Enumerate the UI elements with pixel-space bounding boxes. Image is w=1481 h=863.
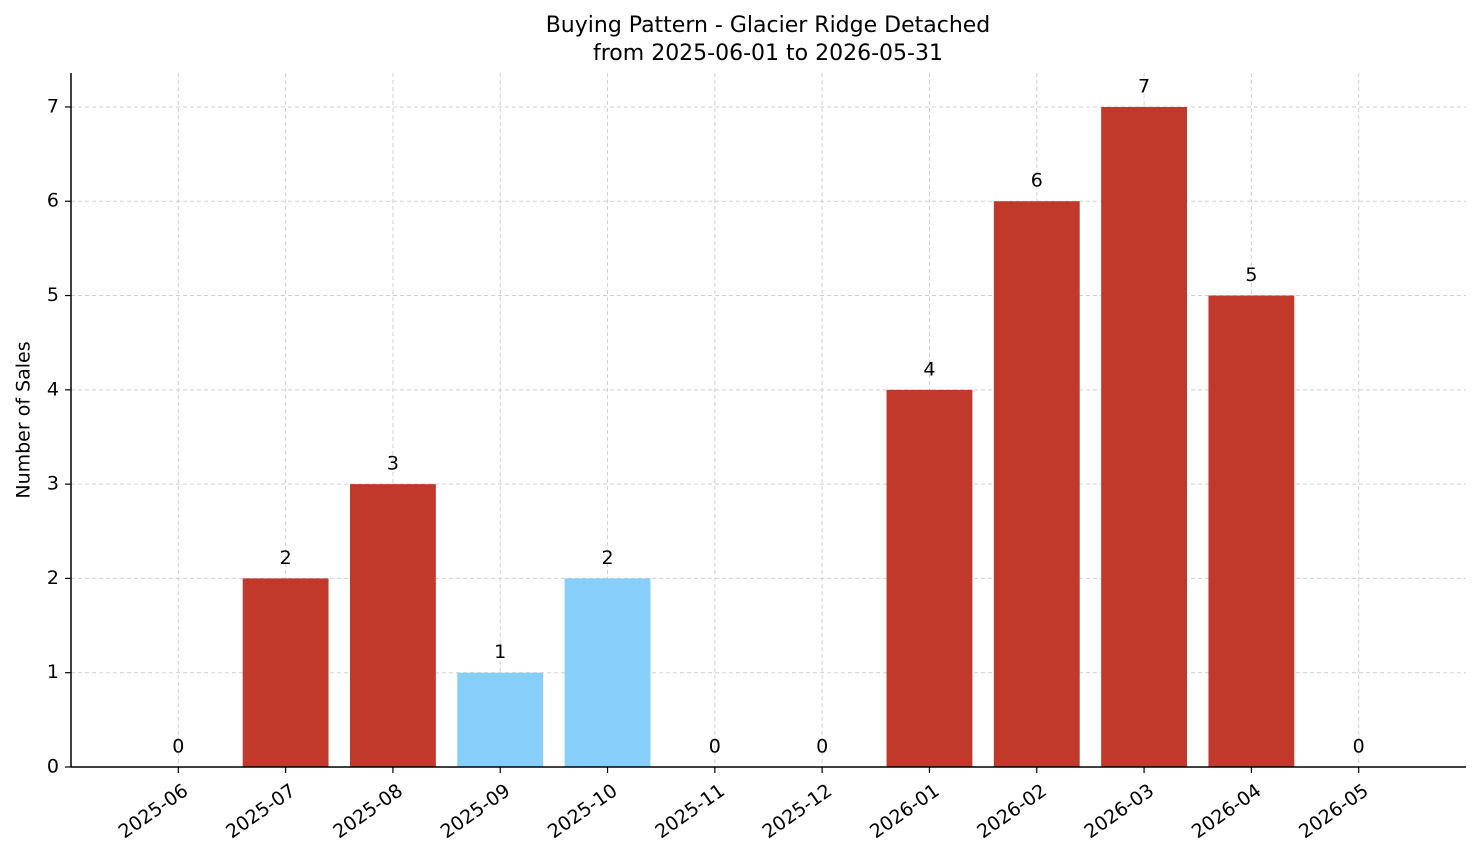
bar (1208, 295, 1295, 767)
data-label: 2 (280, 547, 292, 569)
data-label: 2 (601, 547, 613, 569)
y-tick-label: 0 (47, 756, 59, 778)
bar (993, 201, 1080, 767)
x-tick-label: 2025-06 (115, 780, 193, 844)
bar (242, 578, 329, 767)
data-label: 6 (1031, 170, 1043, 192)
y-tick-label: 1 (47, 661, 59, 683)
data-label: 3 (387, 453, 399, 475)
bar (457, 672, 544, 767)
bar (886, 389, 973, 767)
chart-subtitle: from 2025-06-01 to 2026-05-31 (593, 41, 943, 66)
data-label: 7 (1138, 75, 1150, 97)
bar (564, 578, 651, 767)
x-tick-label: 2025-07 (222, 780, 300, 844)
x-tick-label: 2026-01 (866, 780, 944, 844)
bar (350, 484, 436, 767)
data-label: 5 (1245, 264, 1257, 286)
y-tick-label: 5 (47, 284, 59, 306)
y-axis-label: Number of Sales (13, 341, 35, 498)
data-label: 4 (923, 358, 935, 380)
x-tick-label: 2026-02 (973, 780, 1051, 844)
y-tick-label: 6 (47, 190, 59, 212)
y-tick-label: 3 (47, 473, 59, 495)
y-tick-label: 7 (47, 95, 59, 117)
data-label: 0 (816, 736, 828, 758)
y-tick-label: 2 (47, 567, 59, 589)
y-tick-label: 4 (47, 378, 59, 400)
x-tick-label: 2026-05 (1295, 780, 1373, 844)
x-tick-label: 2025-12 (759, 780, 837, 844)
data-label: 0 (172, 736, 184, 758)
x-tick-label: 2026-03 (1080, 780, 1158, 844)
x-tick-label: 2025-10 (544, 780, 622, 844)
x-tick-label: 2025-09 (437, 780, 515, 844)
data-label: 0 (709, 736, 721, 758)
data-label: 0 (1353, 736, 1365, 758)
bar (1101, 106, 1187, 767)
chart-title: Buying Pattern - Glacier Ridge Detached (546, 13, 991, 38)
data-label: 1 (494, 641, 506, 663)
bars (242, 106, 1295, 767)
x-tick-label: 2026-04 (1188, 780, 1266, 844)
x-tick-label: 2025-08 (329, 780, 407, 844)
x-tick-label: 2025-11 (651, 780, 729, 844)
